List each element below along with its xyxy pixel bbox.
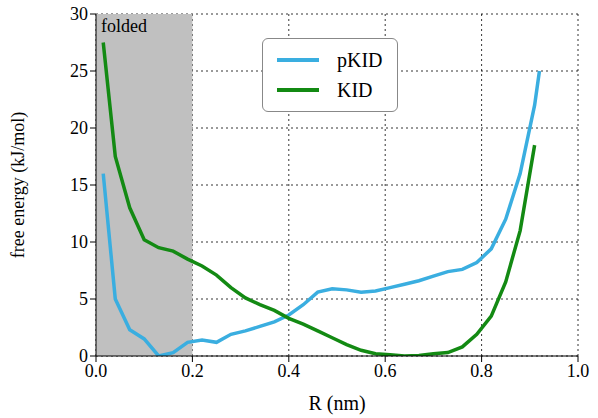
svg-text:R (nm): R (nm) [308, 392, 365, 415]
svg-text:10: 10 [70, 232, 88, 252]
svg-text:0: 0 [79, 346, 88, 366]
svg-text:1.0: 1.0 [567, 361, 590, 381]
svg-text:0.6: 0.6 [374, 361, 397, 381]
svg-text:folded: folded [101, 16, 147, 36]
svg-text:30: 30 [70, 4, 88, 24]
svg-text:20: 20 [70, 118, 88, 138]
svg-text:25: 25 [70, 61, 88, 81]
svg-text:0.8: 0.8 [470, 361, 493, 381]
svg-text:free energy (kJ/mol): free energy (kJ/mol) [8, 112, 29, 259]
svg-text:0.2: 0.2 [181, 361, 204, 381]
html-text:pKID: pKID [337, 48, 383, 71]
html-text:KID: KID [337, 78, 373, 101]
svg-text:0.4: 0.4 [278, 361, 301, 381]
svg-text:0.0: 0.0 [85, 361, 108, 381]
svg-text:5: 5 [79, 289, 88, 309]
svg-text:15: 15 [70, 175, 88, 195]
